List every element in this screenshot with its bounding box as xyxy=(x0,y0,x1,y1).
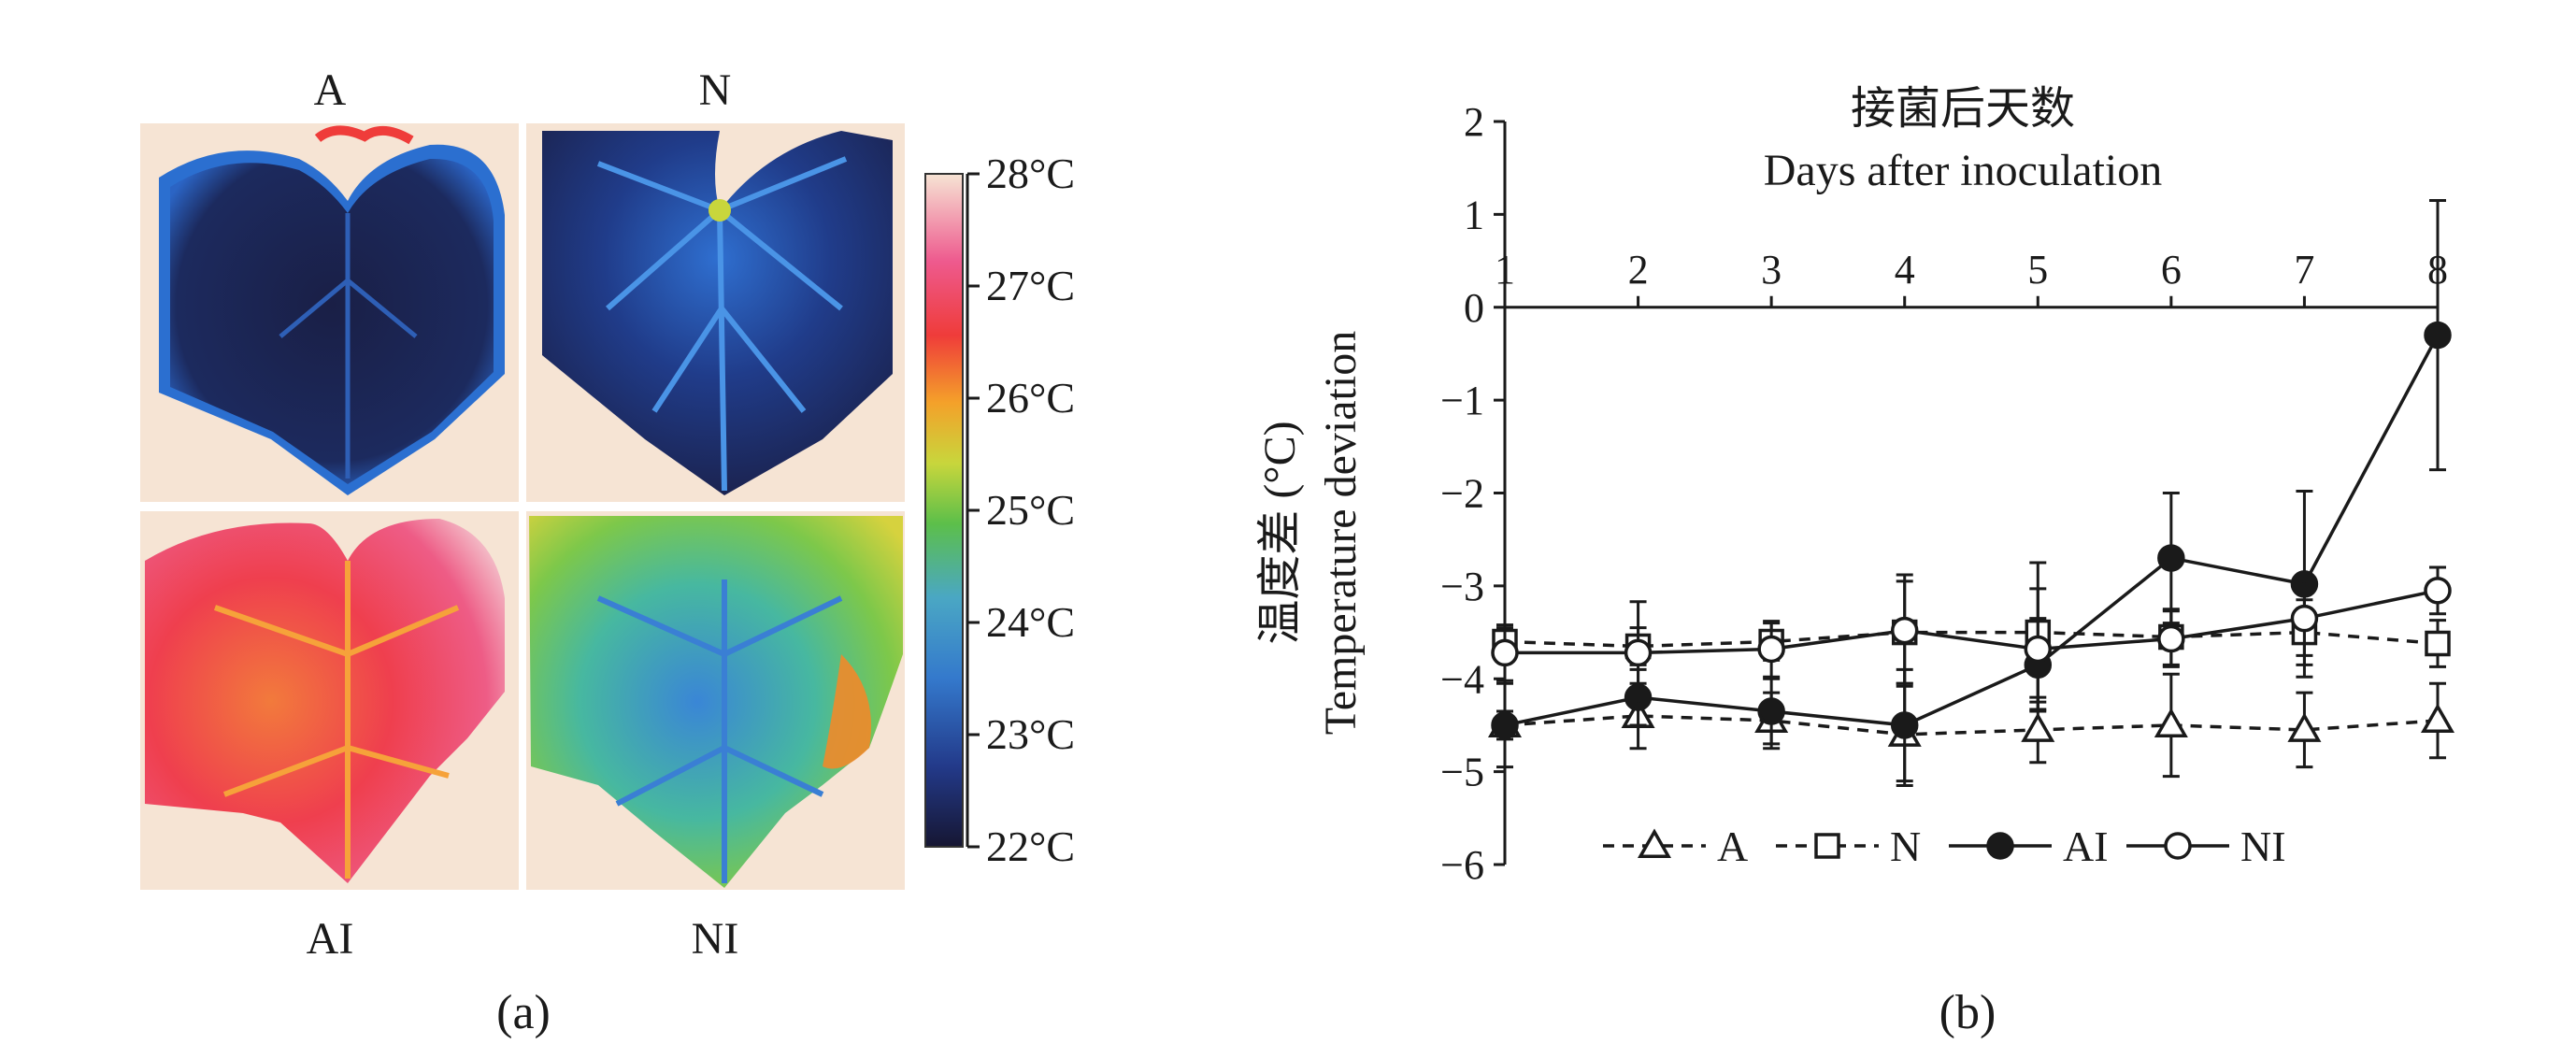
data-point-ni xyxy=(1890,616,1919,645)
y-tick-label: 1 xyxy=(1464,192,1484,237)
x-tick-label: 1 xyxy=(1495,247,1515,293)
y-tick-label: −3 xyxy=(1440,564,1484,609)
data-point-a xyxy=(2420,703,2455,733)
legend: A N AI NI xyxy=(1603,822,2286,870)
data-point-n xyxy=(2425,630,2451,657)
colorbar-tick-label: 23°C xyxy=(986,710,1075,758)
thermal-image-grid xyxy=(140,123,905,890)
data-point-a xyxy=(2287,712,2322,742)
legend-label-a: A xyxy=(1717,822,1748,870)
data-point-ni xyxy=(1757,635,1785,664)
y-tick-label: −6 xyxy=(1440,842,1484,888)
thermal-image-a-veins xyxy=(279,213,418,479)
data-point-ni xyxy=(1491,638,1519,667)
line-chart: 接菌后天数 Days after inoculation 温度差 (°C) Te… xyxy=(1255,84,2455,888)
data-point-ni xyxy=(2024,635,2053,664)
legend-marker-a xyxy=(1637,828,1672,858)
data-point-ni xyxy=(2157,624,2185,653)
colorbar-tick-label: 25°C xyxy=(986,486,1075,534)
series-layer xyxy=(1487,198,2455,788)
x-tick-label: 5 xyxy=(2027,247,2048,293)
thermal-image-a-warm-spot xyxy=(314,125,414,145)
y-axis-title-en: Temperature deviation xyxy=(1316,331,1366,735)
colorbar xyxy=(924,173,964,848)
panel-label-b: (b) xyxy=(1939,986,1996,1039)
thermal-label-a: A xyxy=(314,65,347,115)
legend-label-ai: AI xyxy=(2063,822,2109,870)
legend-marker-n xyxy=(1814,833,1840,859)
data-point-ai xyxy=(1491,711,1519,739)
thermal-label-ni: NI xyxy=(692,914,739,964)
colorbar-tick-label: 28°C xyxy=(986,150,1075,197)
x-tick-label: 6 xyxy=(2161,247,2182,293)
legend-label-ni: NI xyxy=(2240,822,2286,870)
x-tick-label: 7 xyxy=(2294,247,2314,293)
thermal-label-n: N xyxy=(699,65,732,115)
x-axis: 12345678 xyxy=(1495,247,2448,309)
thermal-label-ai: AI xyxy=(307,914,354,964)
thermal-image-a-leaf xyxy=(170,158,494,484)
data-point-ai xyxy=(1890,711,1919,739)
thermal-image-ai-veins xyxy=(214,561,460,879)
colorbar-tick-label: 22°C xyxy=(986,822,1075,870)
colorbar-tick-label: 27°C xyxy=(986,262,1075,309)
data-point-ni xyxy=(2424,577,2452,605)
legend-marker-ni xyxy=(2164,832,2192,860)
legend-marker-ai xyxy=(1986,832,2014,860)
colorbar-tick-label: 26°C xyxy=(986,374,1075,422)
y-tick-label: −4 xyxy=(1440,656,1484,702)
panel-label-a: (a) xyxy=(496,986,551,1039)
y-tick-label: −5 xyxy=(1440,750,1484,795)
data-point-ai xyxy=(1757,697,1785,725)
series-ni xyxy=(1491,565,2452,711)
series-line-ai xyxy=(1504,334,2440,727)
thermal-image-ni-veins xyxy=(596,579,843,883)
chart-subtitle: Days after inoculation xyxy=(1764,146,2163,195)
colorbar-tick-label: 24°C xyxy=(986,598,1075,646)
data-point-ai xyxy=(2424,321,2452,350)
thermal-image-n-veins xyxy=(596,156,848,492)
x-tick-label: 3 xyxy=(1761,247,1782,293)
y-tick-label: −1 xyxy=(1440,378,1484,423)
y-tick-label: −2 xyxy=(1440,471,1484,517)
y-axis-title-cn: 温度差 (°C) xyxy=(1255,421,1305,644)
thermal-grid-divider-horizontal xyxy=(140,502,905,511)
data-point-ai xyxy=(2157,544,2185,572)
series-line-ni xyxy=(1505,589,2439,655)
y-tick-label: 0 xyxy=(1464,285,1484,331)
x-tick-label: 4 xyxy=(1895,247,1915,293)
thermal-image-n-petiole-spot xyxy=(708,199,731,222)
y-axis: 2 1 0 −1 −2 −3 −4 −5 −6 xyxy=(1440,99,1507,888)
x-tick-label: 2 xyxy=(1628,247,1649,293)
colorbar-ticks: 28°C 27°C 26°C 25°C 24°C 23°C 22°C xyxy=(967,150,1075,870)
data-point-a xyxy=(2021,712,2055,742)
thermal-image-ni-warm-edge xyxy=(823,654,871,769)
data-point-ni xyxy=(2290,604,2319,633)
chart-title: 接菌后天数 xyxy=(1851,84,2075,134)
data-point-a xyxy=(2154,708,2188,737)
legend-label-n: N xyxy=(1890,822,1921,870)
y-tick-label: 2 xyxy=(1464,99,1484,145)
data-point-ni xyxy=(1624,638,1653,667)
